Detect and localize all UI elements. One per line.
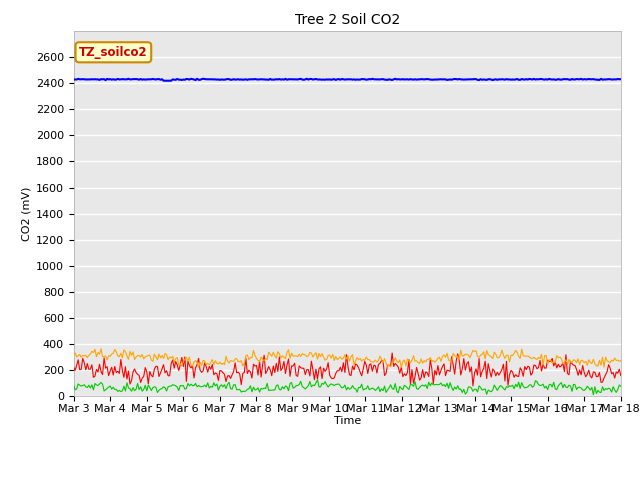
Text: TZ_soilco2: TZ_soilco2 bbox=[79, 46, 148, 59]
Title: Tree 2 Soil CO2: Tree 2 Soil CO2 bbox=[294, 13, 400, 27]
Y-axis label: CO2 (mV): CO2 (mV) bbox=[22, 186, 31, 241]
X-axis label: Time: Time bbox=[333, 417, 361, 426]
